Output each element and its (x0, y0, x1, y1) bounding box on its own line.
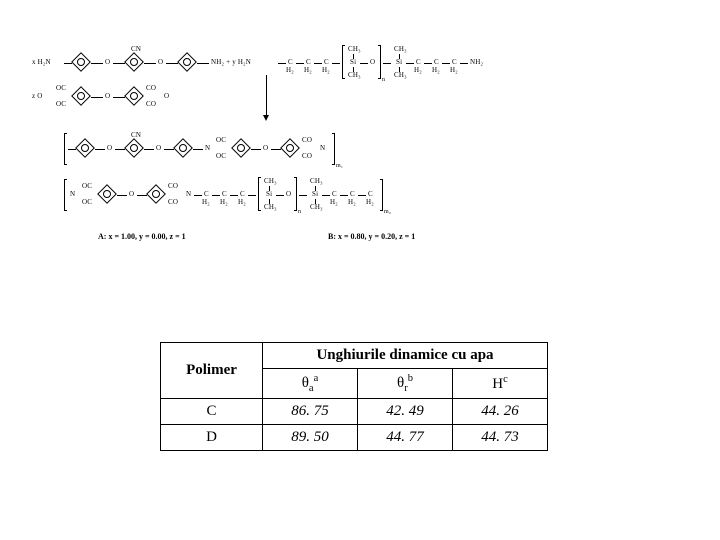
label: C (204, 191, 209, 198)
label: Si (266, 191, 272, 198)
label: C (240, 191, 245, 198)
label: H₂ (220, 199, 228, 206)
label: H₂ (304, 67, 312, 74)
label: CO (146, 101, 156, 108)
label: H₂ (330, 199, 338, 206)
table-row: C 86. 75 42. 49 44. 26 (161, 399, 548, 425)
label: O (164, 93, 169, 100)
table-header-row-1: Polimer Unghiurile dinamice cu apa (161, 343, 548, 369)
label: O (158, 59, 163, 66)
label: CH₃ (348, 72, 361, 79)
label: C (306, 59, 311, 66)
label: H₂ (450, 67, 458, 74)
label: H₂ (414, 67, 422, 74)
cell-h: 44. 73 (453, 425, 548, 451)
label: C (332, 191, 337, 198)
label: CH₃ (348, 46, 361, 53)
label: CO (302, 137, 312, 144)
label: C (288, 59, 293, 66)
cell-polimer: D (161, 425, 263, 451)
label: CN (131, 46, 141, 53)
col-theta-a-header: θaa (263, 369, 358, 399)
reaction-arrow-stem (266, 75, 267, 117)
label: H₂ (238, 199, 246, 206)
label: C (452, 59, 457, 66)
label: H₂ (202, 199, 210, 206)
col-polimer-header: Polimer (161, 343, 263, 399)
label: CO (146, 85, 156, 92)
label: CH₃ (264, 204, 277, 211)
label: CH₃ (394, 46, 407, 53)
cell-h: 44. 26 (453, 399, 548, 425)
cell-theta-a: 89. 50 (263, 425, 358, 451)
chemical-diagram: x H₂N O CN O NH₂ + y H₂N C H₂ C H₂ C H₂ … (38, 55, 678, 275)
cell-theta-r: 44. 77 (358, 425, 453, 451)
cell-polimer: C (161, 399, 263, 425)
label: CH₃ (310, 204, 323, 211)
caption-b: B: x = 0.80, y = 0.20, z = 1 (328, 233, 415, 241)
label: z O (32, 93, 43, 100)
label: OC (56, 101, 66, 108)
label: CH₃ (310, 178, 323, 185)
label: Si (396, 59, 402, 66)
label: CN (131, 132, 141, 139)
label: CH₃ (264, 178, 277, 185)
label: H₂ (322, 67, 330, 74)
data-table-container: Polimer Unghiurile dinamice cu apa θaa θ… (160, 342, 548, 451)
label: m₁ (336, 163, 343, 169)
label: x H₂N (32, 59, 51, 66)
label: m₂ (384, 209, 391, 215)
label: O (105, 59, 110, 66)
label: C (368, 191, 373, 198)
col-group-header: Unghiurile dinamice cu apa (263, 343, 548, 369)
label: O (129, 191, 134, 198)
label: H₂ (286, 67, 294, 74)
label: O (370, 59, 375, 66)
label: OC (216, 153, 226, 160)
col-theta-r-header: θrb (358, 369, 453, 399)
label: NH₂ + y H₂N (211, 59, 251, 66)
reaction-arrow-head (263, 115, 269, 121)
label: n (382, 77, 385, 83)
label: OC (82, 199, 92, 206)
label: O (156, 145, 161, 152)
col-h-header: Hc (453, 369, 548, 399)
label: N (186, 191, 191, 198)
label: Si (350, 59, 356, 66)
label: Si (312, 191, 318, 198)
label: C (434, 59, 439, 66)
label: H₂ (348, 199, 356, 206)
label: N (205, 145, 210, 152)
label: O (105, 93, 110, 100)
label: O (263, 145, 268, 152)
label: H₂ (366, 199, 374, 206)
label: N (70, 191, 75, 198)
label: n (298, 209, 301, 215)
label: O (286, 191, 291, 198)
caption-a: A: x = 1.00, y = 0.00, z = 1 (98, 233, 186, 241)
label: CO (302, 153, 312, 160)
label: OC (216, 137, 226, 144)
table-row: D 89. 50 44. 77 44. 73 (161, 425, 548, 451)
label: N (320, 145, 325, 152)
label: O (107, 145, 112, 152)
label: CO (168, 183, 178, 190)
cell-theta-r: 42. 49 (358, 399, 453, 425)
label: OC (82, 183, 92, 190)
label: NH₂ (470, 59, 483, 66)
label: CO (168, 199, 178, 206)
label: C (222, 191, 227, 198)
label: H₂ (432, 67, 440, 74)
label: C (324, 59, 329, 66)
label: C (416, 59, 421, 66)
contact-angle-table: Polimer Unghiurile dinamice cu apa θaa θ… (160, 342, 548, 451)
label: C (350, 191, 355, 198)
cell-theta-a: 86. 75 (263, 399, 358, 425)
label: CH₃ (394, 72, 407, 79)
label: OC (56, 85, 66, 92)
